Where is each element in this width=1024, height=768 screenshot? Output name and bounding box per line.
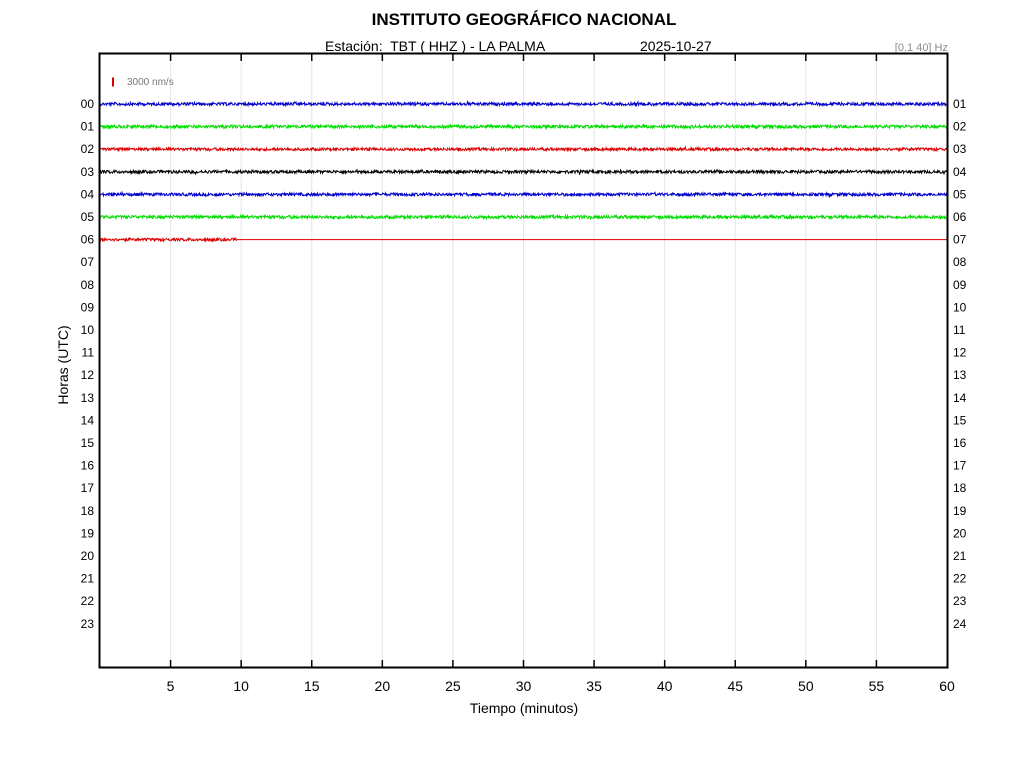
- hour-label-right: 12: [953, 346, 967, 360]
- hour-label-right: 04: [953, 165, 967, 179]
- x-tick-label: 20: [375, 678, 391, 694]
- hour-label-right: 21: [953, 549, 967, 563]
- x-tick-label: 40: [657, 678, 673, 694]
- x-tick-label: 30: [516, 678, 532, 694]
- axis-labels: 5 10 15 20 25 30 35 40 45 50 55 60 00 01 02 03 04 05 06 07 0…: [81, 97, 967, 694]
- hour-label-right: 14: [953, 391, 967, 405]
- seismic-traces: [99, 99, 948, 243]
- date-label: 2025-10-27: [640, 38, 712, 54]
- x-tick-label: 60: [939, 678, 955, 694]
- hour-label-right: 15: [953, 413, 967, 427]
- hour-label-right: 16: [953, 436, 967, 450]
- hour-label-left: 19: [81, 526, 95, 540]
- grid: [170, 54, 877, 667]
- hour-label-left: 12: [81, 368, 95, 382]
- hour-label-left: 01: [81, 120, 95, 134]
- x-axis-title: Tiempo (minutos): [469, 700, 579, 716]
- hour-label-left: 21: [81, 572, 95, 586]
- plot-frame: [98, 52, 949, 669]
- hour-label-right: 09: [953, 278, 967, 292]
- trace-hour-05: [99, 213, 948, 221]
- x-tick-label: 15: [304, 678, 320, 694]
- hour-label-left: 07: [81, 255, 95, 269]
- x-tick-label: 50: [798, 678, 814, 694]
- trace-hour-03: [99, 168, 948, 176]
- trace-hour-01: [99, 123, 948, 131]
- hour-label-left: 05: [81, 210, 95, 224]
- hour-label-right: 07: [953, 233, 967, 247]
- hour-label-right: 02: [953, 120, 967, 134]
- hour-label-right: 18: [953, 481, 967, 495]
- hour-label-right: 01: [953, 97, 967, 111]
- x-tick-label: 55: [869, 678, 885, 694]
- hour-label-right: 24: [953, 617, 967, 631]
- trace-hour-00: [99, 99, 948, 108]
- hour-label-left: 00: [81, 97, 95, 111]
- hour-label-left: 02: [81, 142, 95, 156]
- hour-label-left: 18: [81, 504, 95, 518]
- hour-label-right: 22: [953, 572, 967, 586]
- hour-label-left: 20: [81, 549, 95, 563]
- hour-label-left: 14: [81, 413, 95, 427]
- station-label: Estación: TBT ( HHZ ) - LA PALMA: [325, 38, 546, 54]
- hour-label-left: 03: [81, 165, 95, 179]
- x-tick-label: 35: [586, 678, 602, 694]
- hour-label-left: 08: [81, 278, 95, 292]
- hour-label-right: 05: [953, 187, 967, 201]
- filter-band-label: [0.1 40] Hz: [894, 42, 948, 54]
- y-axis-title: Horas (UTC): [55, 325, 71, 405]
- hour-label-right: 11: [953, 323, 966, 337]
- trace-hour-02: [99, 145, 948, 153]
- hour-label-right: 23: [953, 594, 967, 608]
- trace-hour-06: [99, 236, 237, 243]
- x-tick-label: 25: [445, 678, 461, 694]
- trace-hour-04: [99, 190, 948, 199]
- hour-label-right: 03: [953, 142, 967, 156]
- x-tick-label: 5: [167, 678, 175, 694]
- hour-label-right: 20: [953, 526, 967, 540]
- hour-label-left: 17: [81, 481, 95, 495]
- hour-label-right: 19: [953, 504, 967, 518]
- hour-label-left: 13: [81, 391, 95, 405]
- hour-label-left: 16: [81, 459, 95, 473]
- hour-label-right: 10: [953, 300, 967, 314]
- chart-title: INSTITUTO GEOGRÁFICO NACIONAL: [371, 10, 677, 29]
- amplitude-scale: 3000 nm/s: [112, 77, 174, 88]
- hour-label-right: 13: [953, 368, 967, 382]
- x-tick-label: 10: [233, 678, 249, 694]
- hour-label-left: 11: [82, 346, 95, 360]
- hour-label-left: 23: [81, 617, 95, 631]
- hour-label-left: 09: [81, 300, 95, 314]
- x-tick-label: 45: [727, 678, 743, 694]
- hour-label-left: 15: [81, 436, 95, 450]
- hour-label-right: 08: [953, 255, 967, 269]
- hour-label-left: 22: [81, 594, 95, 608]
- hour-label-right: 06: [953, 210, 967, 224]
- hour-label-left: 04: [81, 187, 95, 201]
- x-ticks: [169, 54, 878, 667]
- hour-label-right: 17: [953, 459, 967, 473]
- hour-label-left: 10: [81, 323, 95, 337]
- hour-label-left: 06: [81, 233, 95, 247]
- scale-bar-label: 3000 nm/s: [127, 77, 174, 88]
